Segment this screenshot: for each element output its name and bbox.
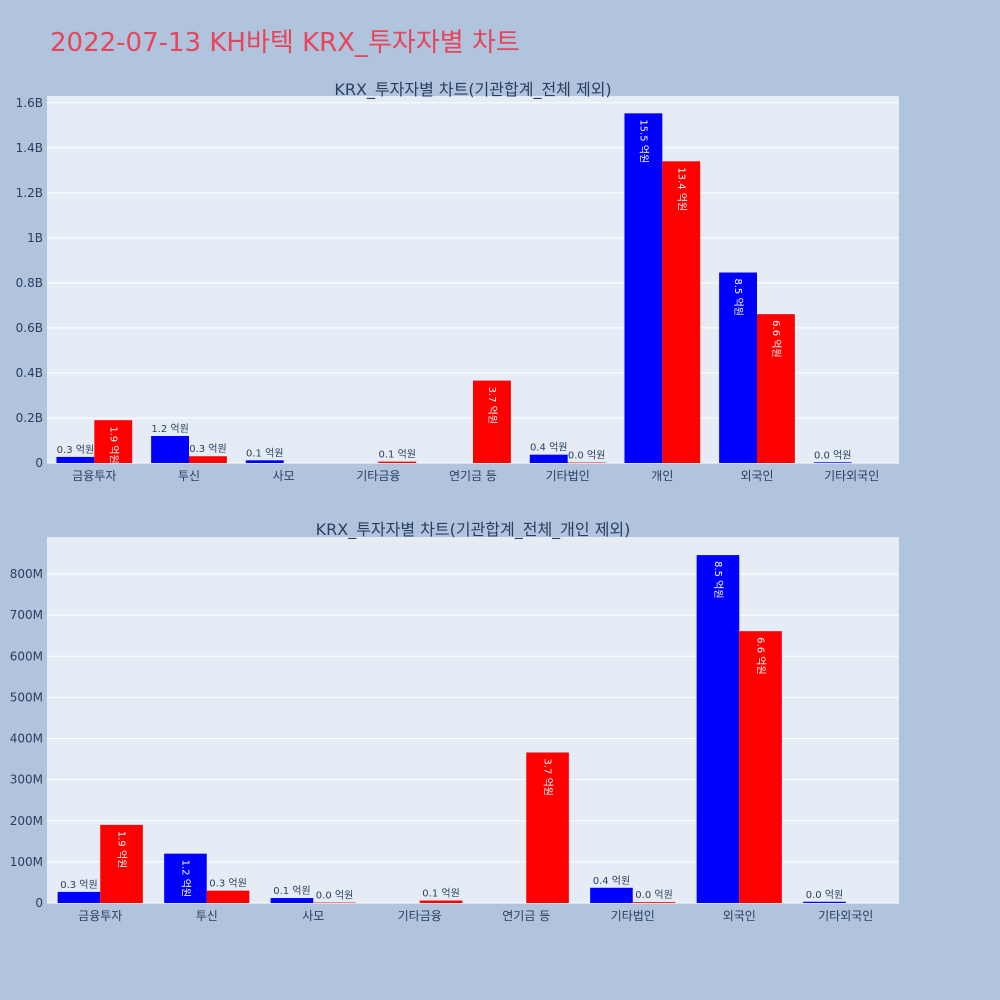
top-bar xyxy=(189,456,227,463)
bottom-x-tick-label: 기타금융 xyxy=(398,909,442,923)
bottom-bar-data-label: 1.2 억원 xyxy=(179,860,191,897)
bottom-x-tick-label: 사모 xyxy=(302,909,324,923)
top-y-tick-label: 1.2B xyxy=(16,186,43,200)
bottom-bar xyxy=(632,902,676,903)
bottom-bar-data-label: 0.0 억원 xyxy=(635,889,672,901)
top-y-tick-label: 1B xyxy=(27,231,43,245)
bottom-bar-data-label: 3.7 억원 xyxy=(542,758,554,795)
top-y-tick-label: 0.6B xyxy=(16,321,43,335)
bottom-bar xyxy=(590,887,633,903)
bottom-bar-data-label: 0.0 억원 xyxy=(806,889,843,901)
bottom-bar-data-label: 8.5 억원 xyxy=(712,561,724,598)
bottom-bar-data-label: 6.6 억원 xyxy=(755,637,767,674)
chart-bottom-title: KRX_투자자별 차트(기관합계_전체_개인 제외) xyxy=(316,520,631,540)
bottom-y-tick-label: 400M xyxy=(10,732,43,746)
top-bar-data-label: 0.3 억원 xyxy=(189,443,226,455)
chart-top-title: KRX_투자자별 차트(기관합계_전체 제외) xyxy=(334,80,611,100)
top-x-tick-label: 투신 xyxy=(178,469,200,483)
bottom-y-tick-label: 500M xyxy=(10,690,43,704)
bottom-bar xyxy=(526,752,569,903)
bottom-bar xyxy=(270,898,314,903)
bottom-y-tick-label: 200M xyxy=(10,814,43,828)
top-y-tick-label: 0 xyxy=(35,456,43,470)
top-bar xyxy=(378,461,417,463)
top-x-tick-label: 사모 xyxy=(273,469,295,483)
bottom-bar-data-label: 0.1 억원 xyxy=(422,888,459,900)
top-x-tick-label: 외국인 xyxy=(740,469,773,483)
bottom-bar xyxy=(419,900,463,903)
bottom-x-tick-label: 기타외국인 xyxy=(818,909,873,923)
top-x-tick-label: 기타법인 xyxy=(546,469,590,483)
bottom-bar xyxy=(100,824,143,903)
top-bar-data-label: 0.4 억원 xyxy=(530,442,567,454)
top-x-tick-label: 개인 xyxy=(651,469,673,483)
top-bar-data-label: 15.5 억원 xyxy=(637,119,649,163)
bottom-y-tick-label: 800M xyxy=(10,567,43,581)
bottom-bar-data-label: 1.9 억원 xyxy=(116,831,128,868)
top-bar xyxy=(245,460,284,463)
bottom-y-tick-label: 300M xyxy=(10,773,43,787)
top-bar-data-label: 0.0 억원 xyxy=(814,449,851,461)
top-y-tick-label: 0.4B xyxy=(16,366,43,380)
top-x-tick-label: 연기금 등 xyxy=(449,469,497,483)
bottom-bar xyxy=(739,631,782,903)
bottom-bar-data-label: 0.0 억원 xyxy=(316,890,353,902)
bottom-y-tick-label: 700M xyxy=(10,608,43,622)
bottom-y-tick-label: 100M xyxy=(10,855,43,869)
bottom-x-tick-label: 기타법인 xyxy=(611,909,655,923)
top-bar xyxy=(662,161,701,463)
top-bar xyxy=(719,272,757,463)
page-title: 2022-07-13 KH바텍 KRX_투자자별 차트 xyxy=(50,28,520,58)
top-bar-data-label: 0.0 억원 xyxy=(568,450,605,462)
top-bar-data-label: 0.3 억원 xyxy=(57,444,94,456)
top-bar xyxy=(94,420,133,463)
top-bar-data-label: 0.1 억원 xyxy=(246,447,283,459)
bottom-bar-data-label: 0.4 억원 xyxy=(593,875,630,887)
top-x-tick-label: 금융투자 xyxy=(72,469,116,483)
top-bar xyxy=(529,454,568,463)
top-bar-data-label: 6.6 억원 xyxy=(770,320,782,357)
bottom-bar-data-label: 0.3 억원 xyxy=(209,878,246,890)
top-bar xyxy=(757,314,795,463)
bottom-x-tick-label: 외국인 xyxy=(723,909,756,923)
top-bar-data-label: 1.9 억원 xyxy=(107,426,119,463)
bottom-x-tick-label: 연기금 등 xyxy=(502,909,550,923)
top-y-tick-label: 0.8B xyxy=(16,276,43,290)
bottom-bar xyxy=(206,890,250,903)
chart-bottom: 0 100M 200M 300M 400M 500M 600M 700M 800M 금융투자 0.3… xyxy=(10,520,899,923)
top-bar-data-label: 1.2 억원 xyxy=(151,423,188,435)
bottom-x-tick-label: 투신 xyxy=(196,909,218,923)
top-x-tick-label: 기타금융 xyxy=(356,469,400,483)
top-bar-data-label: 0.1 억원 xyxy=(379,449,416,461)
bottom-y-tick-label: 600M xyxy=(10,649,43,663)
top-y-tick-label: 1.6B xyxy=(16,96,43,110)
top-bar xyxy=(56,456,95,463)
top-bar xyxy=(624,113,663,464)
top-bar xyxy=(473,380,511,463)
bottom-x-tick-label: 금융투자 xyxy=(78,909,122,923)
bottom-bar-data-label: 0.3 억원 xyxy=(60,879,97,891)
bottom-bar-data-label: 0.1 억원 xyxy=(273,885,310,897)
chart-top: 0 0.2B 0.4B 0.6B 0.8B 1B 1.2B 1.4B 1.6B 금융투자 0.3 억… xyxy=(16,80,899,483)
top-x-tick-label: 기타외국인 xyxy=(824,469,879,483)
bottom-y-tick-label: 0 xyxy=(35,896,43,910)
top-bar-data-label: 3.7 억원 xyxy=(486,387,498,424)
top-bar xyxy=(151,435,189,463)
top-bar-data-label: 8.5 억원 xyxy=(732,279,744,316)
top-bar-data-label: 13.4 억원 xyxy=(675,167,687,211)
top-y-tick-label: 1.4B xyxy=(16,141,43,155)
bottom-bar xyxy=(803,901,846,903)
bottom-bar xyxy=(164,853,207,903)
bottom-bar xyxy=(57,891,101,903)
bottom-bar xyxy=(696,555,740,903)
top-y-tick-label: 0.2B xyxy=(16,411,43,425)
top-bar xyxy=(813,462,852,463)
